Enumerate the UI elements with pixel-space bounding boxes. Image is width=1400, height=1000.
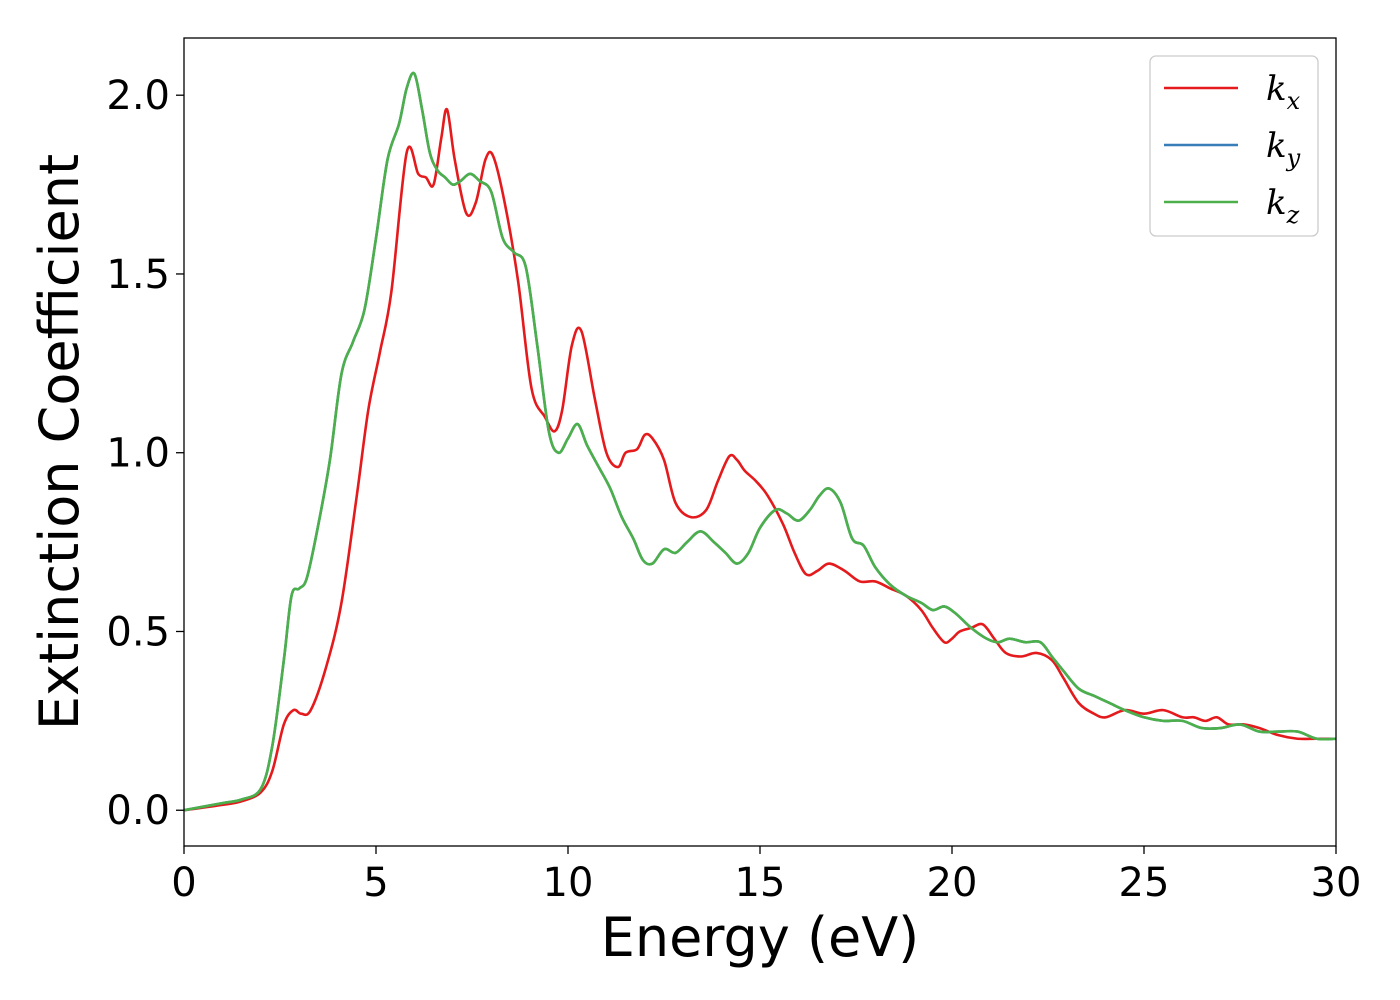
legend-label-subscript: y [1286, 144, 1301, 172]
y-tick-label: 0.0 [106, 788, 170, 834]
x-tick-label: 20 [927, 860, 978, 906]
y-tick-label: 1.5 [106, 252, 170, 298]
x-axis-title: Energy (eV) [601, 906, 920, 969]
series-line-x [184, 107, 1336, 812]
y-tick-label: 2.0 [106, 73, 170, 119]
legend-label-x: kx [1266, 69, 1301, 115]
legend-label-subscript: x [1287, 87, 1301, 115]
x-tick-label: 0 [171, 860, 196, 906]
x-tick-label: 25 [1119, 860, 1170, 906]
legend-label-base: k [1266, 126, 1287, 166]
series-line-z [184, 71, 1336, 812]
x-tick-label: 15 [735, 860, 786, 906]
x-tick-label: 10 [543, 860, 594, 906]
x-tick-label: 5 [363, 860, 388, 906]
y-tick-label: 1.0 [106, 431, 170, 477]
legend-label-z: kz [1266, 183, 1300, 229]
legend-label-subscript: z [1286, 201, 1300, 229]
x-axis: 0 5 10 15 20 25 30 [171, 846, 1361, 906]
y-tick-label: 0.5 [106, 609, 170, 655]
x-tick-label: 30 [1311, 860, 1362, 906]
legend-label-y: ky [1266, 126, 1301, 172]
legend-label-base: k [1266, 183, 1287, 223]
series-layer [184, 71, 1336, 812]
y-axis: 0.0 0.5 1.0 1.5 2.0 [106, 73, 184, 834]
y-axis-title: Extinction Coefficient [28, 154, 91, 730]
legend-label-base: k [1266, 69, 1287, 109]
